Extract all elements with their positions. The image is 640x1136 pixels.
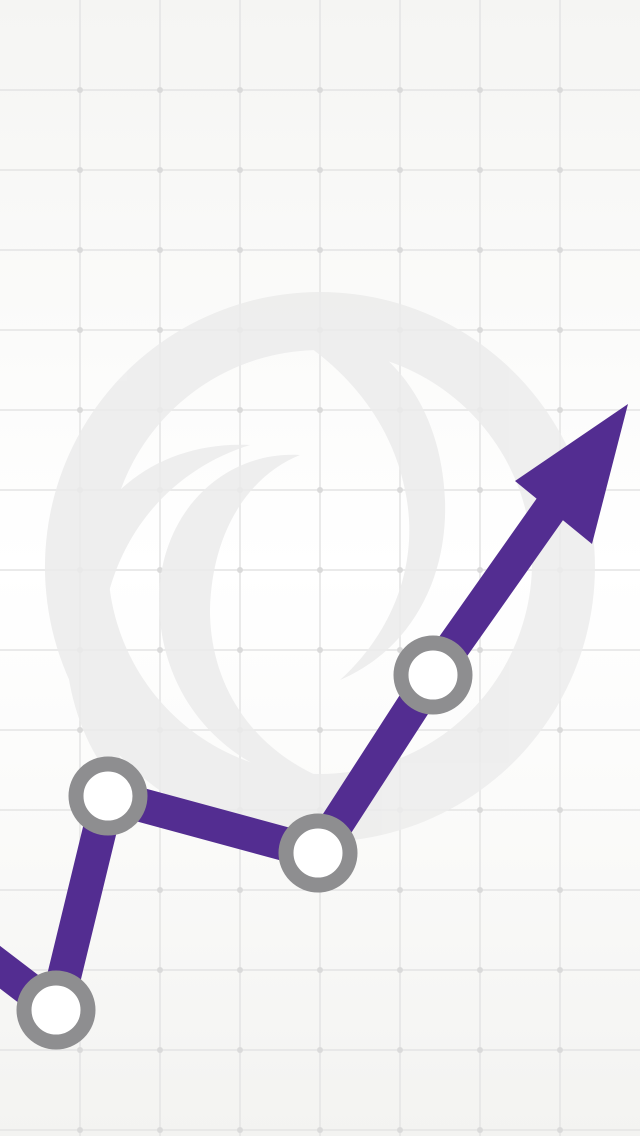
grid-dot — [237, 647, 243, 653]
grid-dot — [157, 647, 163, 653]
grid-dot — [317, 1047, 323, 1053]
grid-dot — [397, 967, 403, 973]
grid-dot — [77, 327, 83, 333]
grid-dot — [477, 1127, 483, 1133]
grid-dot — [557, 167, 563, 173]
grid-dot — [557, 1047, 563, 1053]
grid-dot — [557, 887, 563, 893]
grid-dot — [477, 807, 483, 813]
grid-dot — [237, 567, 243, 573]
grid-dot — [77, 407, 83, 413]
grid-dot — [477, 247, 483, 253]
grid-dot — [157, 167, 163, 173]
grid-dot — [317, 487, 323, 493]
grid-dot — [557, 967, 563, 973]
grid-dot — [557, 247, 563, 253]
grid-dot — [557, 87, 563, 93]
grid-dot — [77, 247, 83, 253]
grid-dot — [157, 87, 163, 93]
grid-dot — [77, 87, 83, 93]
grid-dot — [477, 87, 483, 93]
grid-dot — [397, 887, 403, 893]
grid-dot — [237, 87, 243, 93]
grid-dot — [237, 167, 243, 173]
grid-dot — [477, 967, 483, 973]
grid-dot — [237, 407, 243, 413]
grid-dot — [397, 1127, 403, 1133]
grid-dot — [157, 1127, 163, 1133]
grid-dot — [397, 1047, 403, 1053]
grid-dot — [317, 647, 323, 653]
grid-dot — [157, 247, 163, 253]
grid-dot — [477, 167, 483, 173]
grid-dot — [317, 87, 323, 93]
grid-dot — [237, 967, 243, 973]
grid-dot — [317, 967, 323, 973]
grid-dot — [157, 567, 163, 573]
grid-dot — [77, 167, 83, 173]
grid-dot — [477, 1047, 483, 1053]
grid-dot — [477, 567, 483, 573]
grid-dot — [477, 887, 483, 893]
grid-dot — [557, 407, 563, 413]
grid-dot — [157, 1047, 163, 1053]
grid-dot — [237, 1127, 243, 1133]
swirl-inner-crescent — [159, 454, 360, 790]
trend-node — [68, 756, 148, 836]
grid-dot — [317, 247, 323, 253]
grid-dot — [237, 1047, 243, 1053]
trend-node — [393, 635, 473, 715]
trend-node — [16, 970, 96, 1050]
swirl-left-lobe — [64, 444, 251, 825]
arrowhead-icon — [515, 404, 628, 544]
grid-dot — [237, 887, 243, 893]
grid-dot — [77, 727, 83, 733]
grid-dot — [557, 327, 563, 333]
grid-dot — [157, 967, 163, 973]
grid-dot — [237, 247, 243, 253]
grid-dot — [477, 487, 483, 493]
grid-dot — [397, 487, 403, 493]
grid-dot — [317, 727, 323, 733]
grid-dot — [317, 167, 323, 173]
grid-dot — [557, 1127, 563, 1133]
grid-dot — [77, 1047, 83, 1053]
grid-dot — [397, 247, 403, 253]
swirl-middle-crescent — [240, 311, 446, 680]
trend-line — [0, 492, 569, 1040]
grid-dot — [397, 567, 403, 573]
grid-dot — [77, 1127, 83, 1133]
grid-dot — [317, 407, 323, 413]
grid-dot — [317, 567, 323, 573]
grid-dot — [397, 167, 403, 173]
grid-dot — [557, 807, 563, 813]
grid-dot — [477, 647, 483, 653]
grid-dot — [477, 327, 483, 333]
grid-dot — [157, 887, 163, 893]
grid-dot — [557, 727, 563, 733]
trend-node — [278, 813, 358, 893]
grid-dot — [317, 1127, 323, 1133]
grid-dot — [157, 327, 163, 333]
grid-dot — [397, 87, 403, 93]
